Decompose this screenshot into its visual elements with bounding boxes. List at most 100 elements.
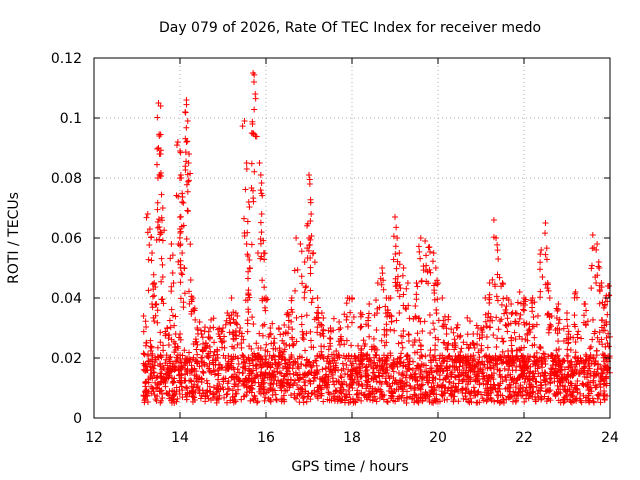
data-point	[374, 362, 381, 369]
data-point	[490, 362, 497, 369]
data-point	[412, 302, 419, 309]
data-point	[600, 358, 607, 365]
data-point	[523, 395, 530, 402]
data-point	[235, 361, 242, 368]
data-point	[142, 363, 149, 370]
data-point	[474, 341, 481, 348]
data-point	[547, 321, 554, 328]
data-point	[289, 326, 296, 333]
data-point	[231, 366, 238, 373]
data-point	[183, 396, 190, 403]
data-point	[452, 374, 459, 381]
data-point	[348, 362, 355, 369]
data-point	[403, 368, 410, 375]
data-point	[336, 341, 343, 348]
data-point	[565, 371, 572, 378]
data-point	[306, 172, 312, 178]
data-point	[518, 392, 525, 399]
data-point	[586, 345, 593, 352]
data-point	[396, 293, 403, 300]
y-tick-label: 0.04	[51, 291, 82, 307]
data-point	[493, 344, 500, 351]
data-point	[159, 261, 166, 268]
data-point	[248, 345, 255, 352]
data-point	[200, 370, 207, 377]
data-point	[588, 285, 595, 292]
data-point	[409, 395, 416, 402]
data-point	[156, 133, 163, 139]
data-point	[207, 325, 214, 331]
data-point	[497, 354, 504, 361]
data-point	[596, 329, 603, 336]
data-point	[249, 187, 256, 194]
data-point	[152, 283, 159, 290]
data-point	[211, 371, 218, 378]
data-point	[297, 390, 304, 397]
data-point	[585, 397, 592, 404]
data-point	[276, 360, 283, 367]
data-point	[204, 342, 211, 349]
data-point	[286, 342, 293, 349]
data-point	[433, 306, 440, 313]
data-point	[248, 241, 255, 248]
data-point	[539, 274, 546, 281]
data-point	[463, 386, 470, 393]
data-point	[294, 355, 301, 362]
data-point	[556, 363, 563, 370]
data-point	[159, 205, 166, 211]
data-point	[317, 392, 324, 399]
data-point	[554, 368, 561, 375]
data-point	[492, 385, 499, 392]
data-point	[340, 386, 347, 393]
data-point	[323, 371, 330, 378]
data-point	[464, 331, 471, 338]
data-point	[484, 365, 491, 372]
data-point	[450, 329, 457, 336]
data-point	[319, 366, 326, 373]
data-point	[345, 387, 352, 394]
data-point	[262, 394, 269, 401]
data-point	[557, 390, 564, 397]
data-point	[267, 380, 274, 387]
x-tick-label: 14	[171, 430, 189, 446]
data-point	[261, 379, 268, 386]
data-point	[219, 339, 226, 346]
data-point	[245, 354, 252, 361]
data-point	[460, 355, 467, 361]
data-point	[244, 251, 251, 258]
data-point	[149, 375, 156, 382]
data-point	[181, 290, 188, 297]
data-point	[599, 317, 606, 324]
data-point	[223, 363, 230, 370]
data-point	[211, 349, 218, 355]
data-point	[280, 348, 287, 355]
data-point	[214, 351, 221, 358]
data-point	[461, 376, 468, 383]
data-point	[179, 394, 186, 401]
data-point	[385, 295, 392, 302]
data-point	[240, 356, 247, 363]
data-point	[251, 375, 258, 382]
data-point	[395, 395, 402, 402]
data-point	[314, 353, 321, 360]
data-point	[330, 315, 337, 322]
data-point	[537, 288, 544, 295]
data-point	[261, 397, 268, 404]
data-point	[283, 365, 290, 372]
data-point	[542, 230, 549, 237]
data-point	[600, 352, 607, 359]
data-point	[484, 396, 491, 403]
data-point	[530, 323, 537, 330]
data-point	[445, 385, 452, 392]
data-point	[140, 328, 147, 335]
data-point	[245, 383, 252, 390]
data-point	[383, 379, 390, 386]
data-point	[531, 353, 538, 360]
data-point	[177, 378, 184, 385]
data-point	[280, 377, 287, 384]
data-point	[379, 270, 386, 277]
data-point	[269, 320, 276, 327]
data-point	[594, 272, 601, 279]
data-point	[250, 321, 257, 328]
